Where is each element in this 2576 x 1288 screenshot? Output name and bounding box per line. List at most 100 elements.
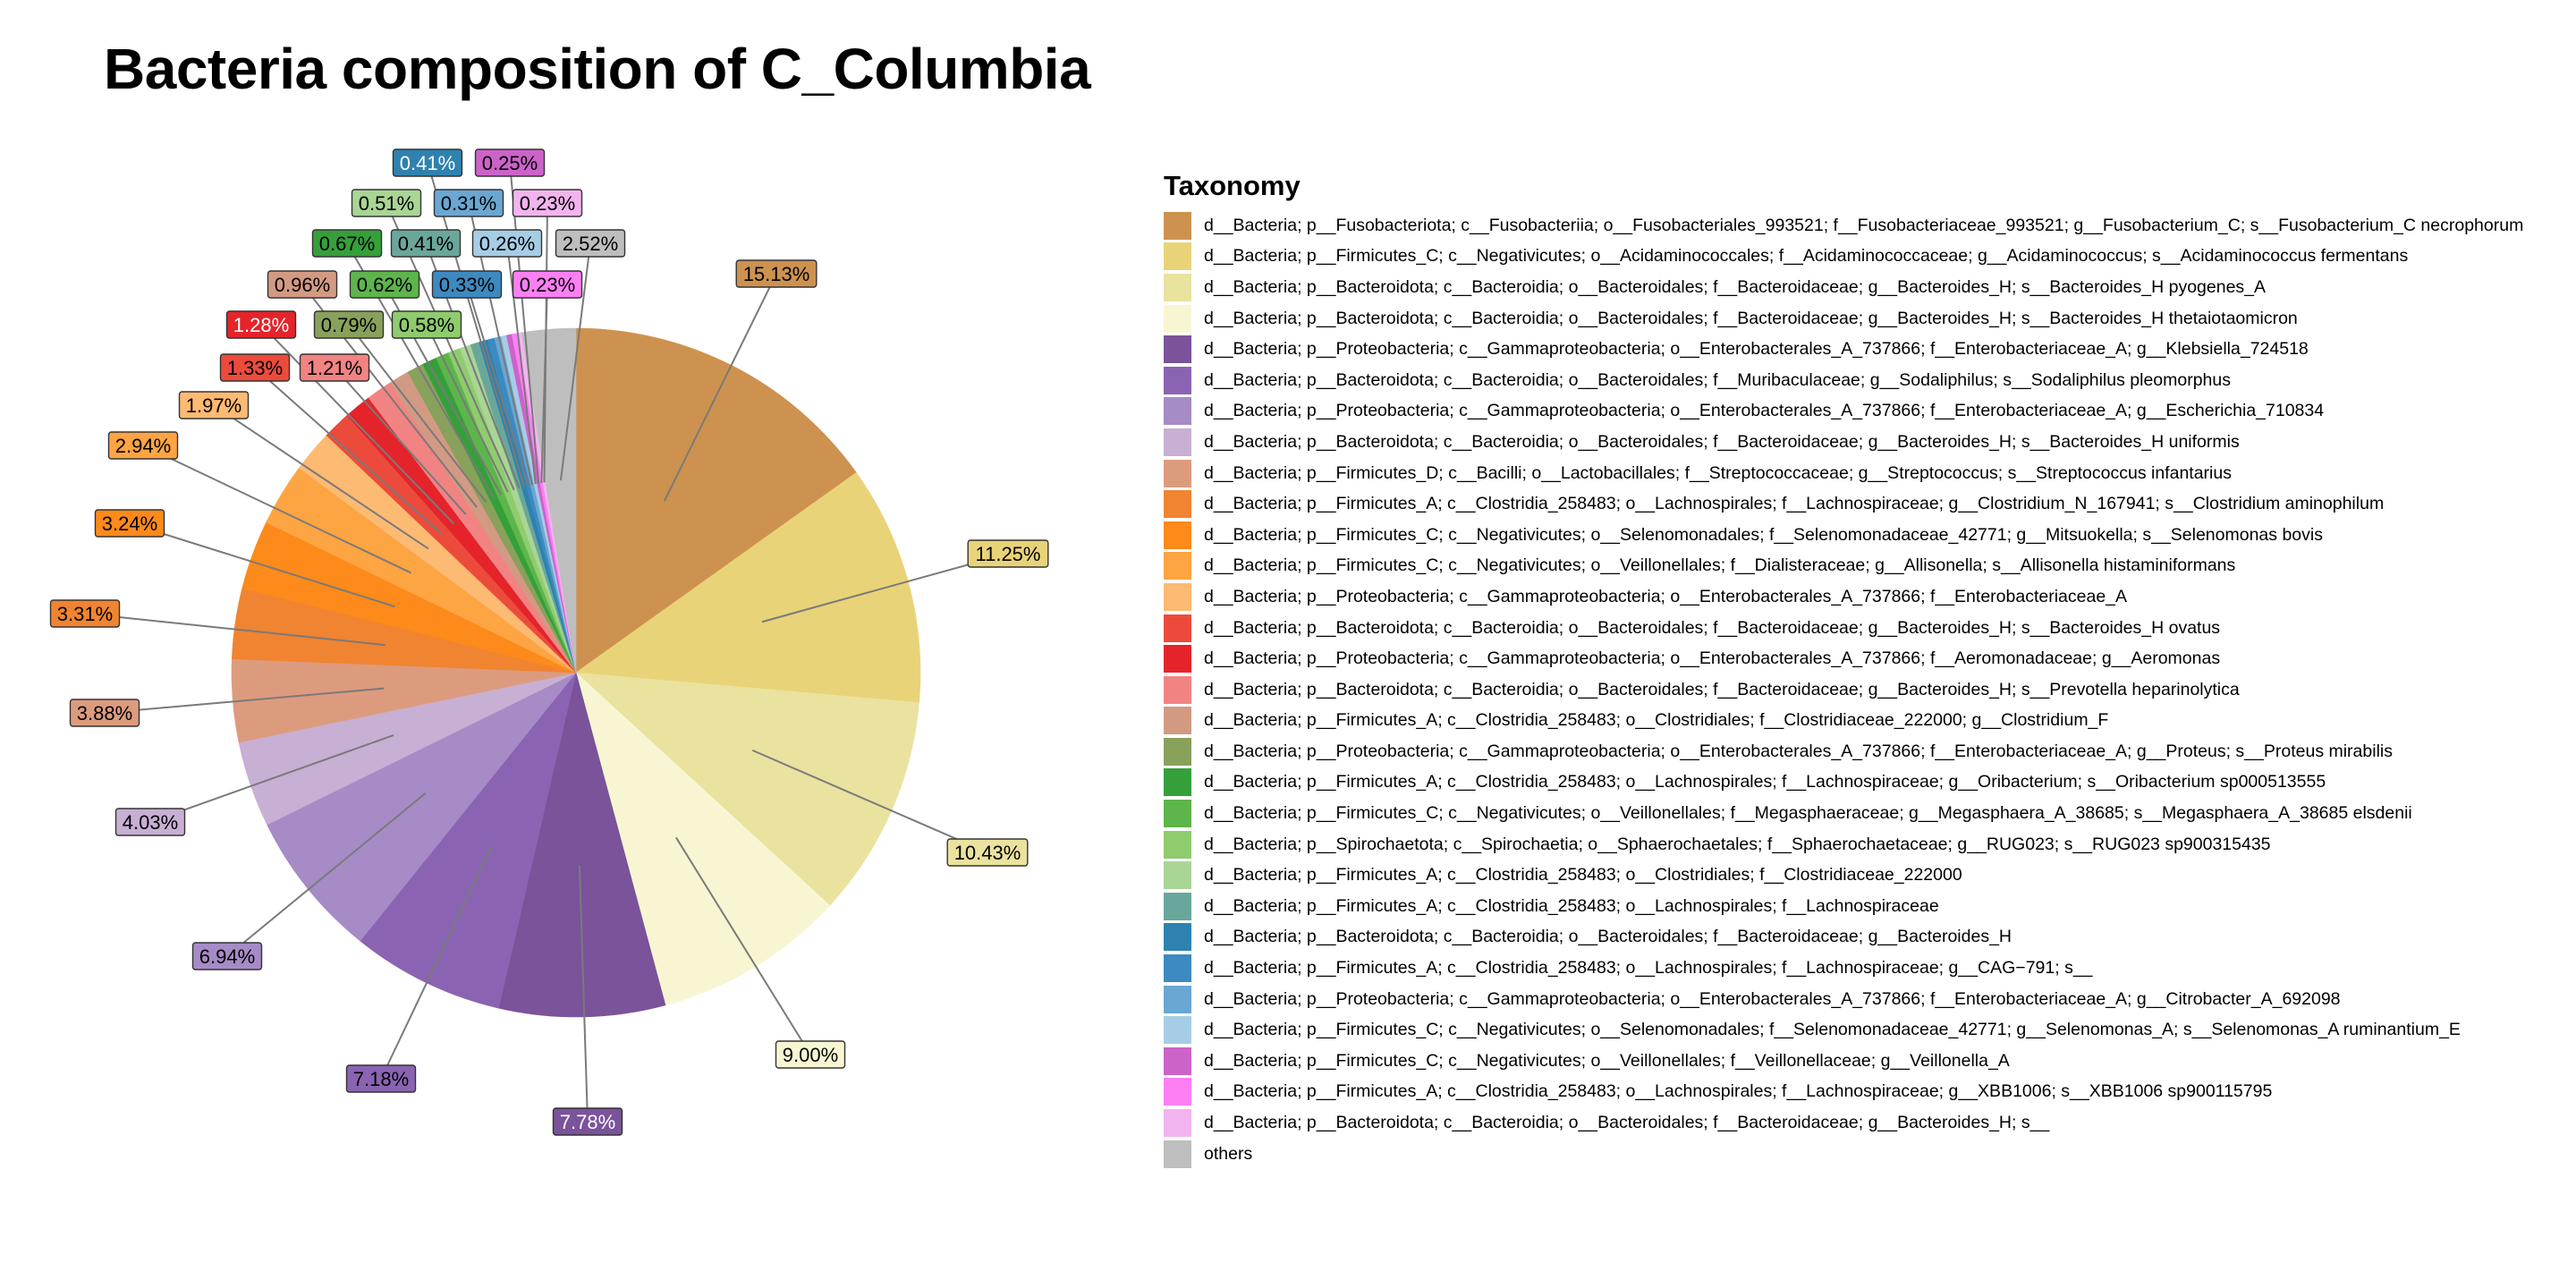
legend-swatch: [1164, 645, 1191, 674]
legend-swatch: [1164, 614, 1191, 642]
slice-percentage: 1.21%: [307, 357, 362, 379]
legend-item: d__Bacteria; p__Firmicutes_A; c__Clostri…: [1164, 1077, 2568, 1108]
leader-line: [761, 553, 1009, 623]
slice-label-box: [775, 1040, 846, 1069]
legend-swatch: [1164, 304, 1191, 333]
legend-swatch: [1164, 397, 1191, 426]
slice-percentage: 3.24%: [102, 513, 157, 535]
percentage-labels: 15.13% 11.25% 10.43% 9.00% 7.78% 7.18% 6.94% 4.…: [49, 148, 1049, 1136]
pie-slice: [575, 672, 831, 1006]
legend-label: d__Bacteria; p__Firmicutes_C; c__Negativ…: [1204, 803, 2412, 824]
leader-line: [254, 367, 443, 535]
legend-item: d__Bacteria; p__Firmicutes_C; c__Negativ…: [1164, 798, 2568, 829]
slice-label-box: [351, 189, 422, 217]
slice-label: 0.33%: [431, 270, 503, 299]
legend-item: d__Bacteria; p__Firmicutes_C; c__Negativ…: [1164, 242, 2568, 273]
leader-line: [104, 687, 385, 714]
slice-label-box: [349, 270, 420, 299]
legend-label: d__Bacteria; p__Bacteroidota; c__Bactero…: [1204, 679, 2240, 699]
legend-label: d__Bacteria; p__Fusobacteriota; c__Fusob…: [1204, 215, 2524, 235]
slice-label: 15.13%: [735, 259, 818, 288]
slice-label-box: [49, 599, 121, 628]
leader-line: [751, 749, 988, 853]
slice-label: 9.00%: [775, 1040, 846, 1069]
slice-percentage: 0.41%: [398, 233, 453, 255]
legend-label: d__Bacteria; p__Firmicutes_A; c__Clostri…: [1204, 772, 2326, 792]
pie-slice: [498, 672, 666, 1018]
legend-swatch: [1164, 211, 1191, 240]
slice-label: 1.21%: [299, 353, 370, 382]
legend-swatch: [1164, 366, 1191, 394]
leader-line: [543, 202, 548, 483]
legend: Taxonomy d__Bacteria; p__Fusobacteriota;…: [1164, 170, 2568, 1169]
leader-line: [213, 404, 429, 550]
legend-item: d__Bacteria; p__Proteobacteria; c__Gamma…: [1164, 334, 2568, 365]
slice-label-box: [267, 270, 338, 299]
legend-label: d__Bacteria; p__Proteobacteria; c__Gamma…: [1204, 339, 2309, 360]
legend-item: d__Bacteria; p__Bacteroidota; c__Bactero…: [1164, 272, 2568, 303]
legend-item: d__Bacteria; p__Firmicutes_C; c__Negativ…: [1164, 1014, 2568, 1046]
legend-label: d__Bacteria; p__Firmicutes_A; c__Clostri…: [1204, 494, 2385, 514]
slice-label: 0.96%: [267, 270, 338, 299]
legend-title: Taxonomy: [1164, 170, 1301, 201]
legend-label: d__Bacteria; p__Bacteroidota; c__Bactero…: [1204, 308, 2298, 328]
slice-label-box: [471, 229, 543, 258]
legend-item: d__Bacteria; p__Bacteroidota; c__Bactero…: [1164, 303, 2568, 335]
legend-item: d__Bacteria; p__Bacteroidota; c__Bactero…: [1164, 427, 2568, 458]
slice-percentage: 3.31%: [57, 603, 113, 625]
slice-label: 0.58%: [391, 310, 462, 339]
legend-label: d__Bacteria; p__Proteobacteria; c__Gamma…: [1204, 988, 2341, 1009]
slice-label: 3.88%: [69, 699, 140, 727]
legend-swatch: [1164, 1046, 1191, 1075]
legend-label: d__Bacteria; p__Bacteroidota; c__Bactero…: [1204, 431, 2240, 452]
legend-item: d__Bacteria; p__Proteobacteria; c__Gamma…: [1164, 396, 2568, 428]
slice-label-box: [433, 189, 504, 217]
legend-label: d__Bacteria; p__Bacteroidota; c__Bactero…: [1204, 927, 2012, 947]
legend-label: d__Bacteria; p__Proteobacteria; c__Gamma…: [1204, 401, 2325, 421]
leader-line: [380, 845, 493, 1080]
slice-label-box: [967, 539, 1049, 568]
slice-label: 1.33%: [219, 353, 291, 382]
leader-line: [506, 242, 537, 485]
pie-slice: [521, 327, 577, 674]
legend-label: d__Bacteria; p__Bacteroidota; c__Bactero…: [1204, 1113, 2050, 1133]
legend-label: d__Bacteria; p__Firmicutes_D; c__Bacilli…: [1204, 462, 2232, 483]
legend-swatch: [1164, 335, 1191, 364]
leader-line: [260, 324, 454, 524]
slice-label-box: [313, 310, 385, 339]
slice-percentage: 4.03%: [123, 811, 178, 834]
legend-item: d__Bacteria; p__Firmicutes_A; c__Clostri…: [1164, 767, 2568, 799]
legend-item: d__Bacteria; p__Bacteroidota; c__Bactero…: [1164, 365, 2568, 396]
slice-percentage: 0.23%: [520, 274, 575, 296]
legend-label: d__Bacteria; p__Bacteroidota; c__Bactero…: [1204, 369, 2231, 390]
slice-label: 0.23%: [512, 270, 583, 299]
slice-label: 10.43%: [946, 838, 1029, 867]
leader-line: [348, 324, 487, 503]
legend-swatch: [1164, 428, 1191, 456]
slice-percentage: 0.67%: [319, 233, 375, 255]
legend-item: d__Bacteria; p__Bacteroidota; c__Bactero…: [1164, 674, 2568, 706]
slice-label-box: [94, 509, 165, 538]
leader-line: [142, 445, 411, 574]
leader-line: [578, 865, 589, 1123]
slice-percentage: 0.23%: [520, 192, 575, 215]
slice-label: 0.41%: [392, 148, 463, 177]
slice-percentage: 2.52%: [563, 233, 618, 255]
legend-item: d__Bacteria; p__Firmicutes_A; c__Clostri…: [1164, 488, 2568, 520]
chart-title: Bacteria composition of C_Columbia: [104, 37, 1091, 101]
legend-swatch: [1164, 675, 1191, 704]
slice-label: 7.78%: [552, 1107, 623, 1136]
legend-swatch: [1164, 737, 1191, 766]
legend-label: d__Bacteria; p__Proteobacteria; c__Gamma…: [1204, 586, 2128, 606]
pie-slice: [360, 672, 577, 1009]
legend-item: d__Bacteria; p__Spirochaetota; c__Spiroc…: [1164, 829, 2568, 860]
legend-item: others: [1164, 1139, 2568, 1170]
leader-line: [226, 792, 427, 957]
legend-label: d__Bacteria; p__Proteobacteria; c__Gamma…: [1204, 648, 2221, 669]
slice-label-box: [390, 229, 462, 258]
slice-label-box: [474, 148, 546, 177]
legend-item: d__Bacteria; p__Firmicutes_A; c__Clostri…: [1164, 953, 2568, 984]
legend-swatch: [1164, 1109, 1191, 1138]
slice-label: 2.52%: [555, 229, 626, 258]
slice-label: 1.28%: [225, 310, 297, 339]
